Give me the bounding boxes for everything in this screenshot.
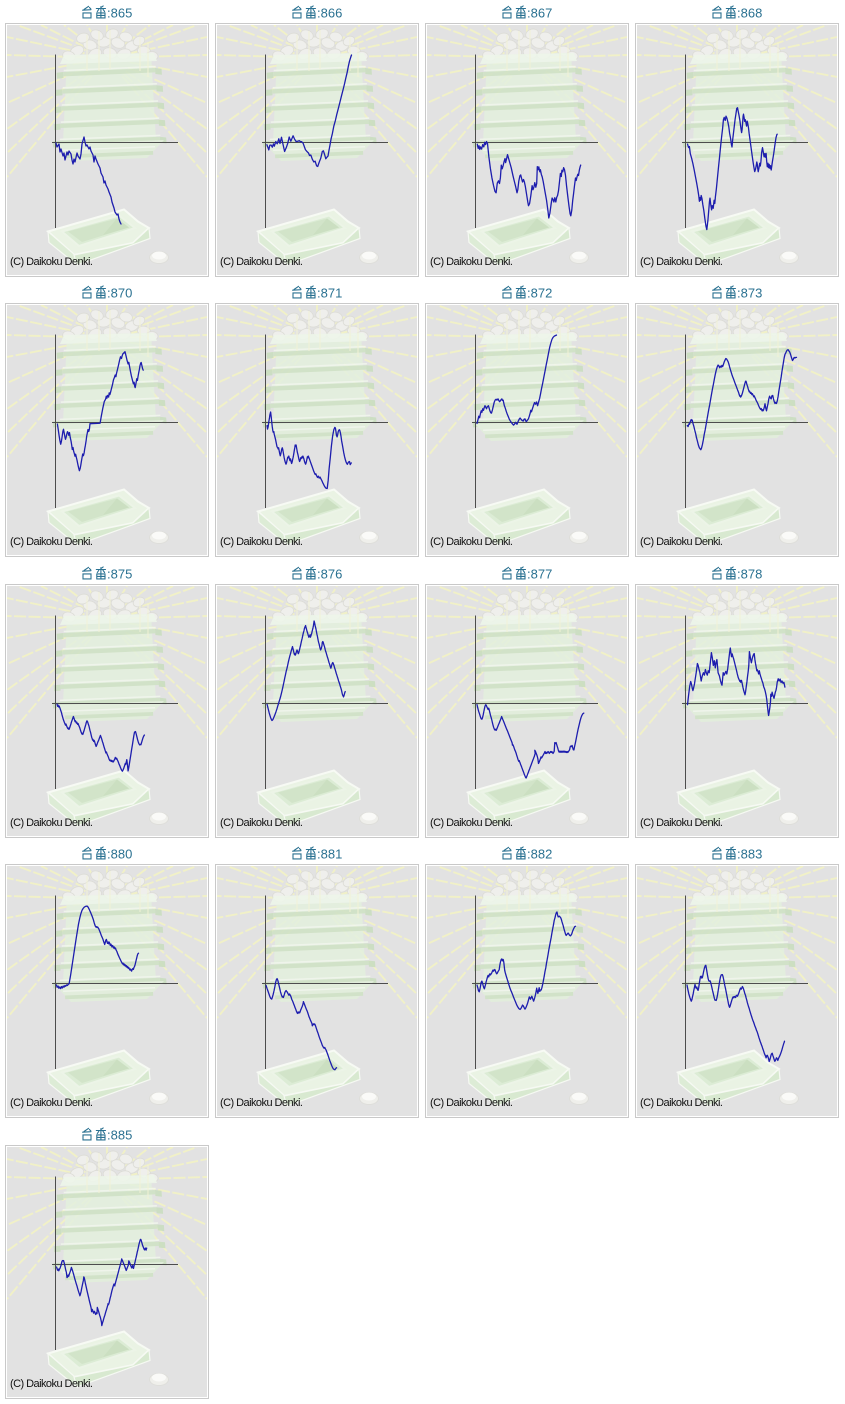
svg-text::871: :871 <box>317 286 342 301</box>
svg-text::885: :885 <box>107 1128 132 1143</box>
svg-text::881: :881 <box>317 847 342 862</box>
svg-text::870: :870 <box>107 286 132 301</box>
svg-text::873: :873 <box>737 286 762 301</box>
svg-text::883: :883 <box>737 847 762 862</box>
svg-text::866: :866 <box>317 6 342 21</box>
svg-text::876: :876 <box>317 567 342 582</box>
svg-text::867: :867 <box>527 6 552 21</box>
svg-text::880: :880 <box>107 847 132 862</box>
svg-text::865: :865 <box>107 6 132 21</box>
svg-text::868: :868 <box>737 6 762 21</box>
svg-text::875: :875 <box>107 567 132 582</box>
svg-text::872: :872 <box>527 286 552 301</box>
svg-text::878: :878 <box>737 567 762 582</box>
svg-text::882: :882 <box>527 847 552 862</box>
svg-text::877: :877 <box>527 567 552 582</box>
